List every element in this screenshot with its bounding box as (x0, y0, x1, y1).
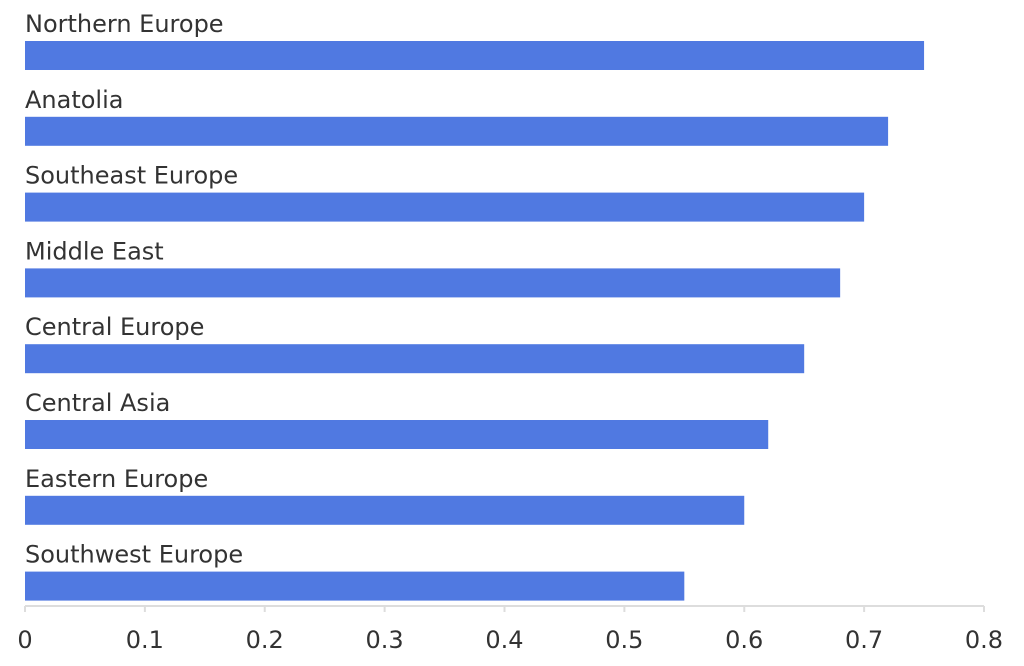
x-tick-label: 0.5 (605, 626, 643, 654)
x-tick-label: 0 (17, 626, 32, 654)
category-label-southeast-europe: Southeast Europe (25, 162, 238, 190)
x-tick-label: 0.6 (725, 626, 763, 654)
category-label-eastern-europe: Eastern Europe (25, 465, 208, 493)
x-tick-label: 0.1 (126, 626, 164, 654)
bar-anatolia (25, 116, 889, 146)
bar-southeast-europe (25, 192, 865, 222)
category-label-central-europe: Central Europe (25, 313, 204, 341)
x-tick-label: 0.4 (485, 626, 523, 654)
bar-central-europe (25, 344, 805, 374)
category-labels: Northern Europe Anatolia Southeast Europe M… (25, 10, 243, 569)
bar-southwest-europe (25, 571, 685, 601)
bar-northern-europe (25, 41, 925, 70)
x-tick-label: 0.3 (366, 626, 404, 654)
bar-middle-east (25, 268, 841, 298)
bar-eastern-europe (25, 495, 745, 525)
category-label-southwest-europe: Southwest Europe (25, 541, 243, 569)
category-label-middle-east: Middle East (25, 237, 164, 265)
bar-central-asia (25, 420, 769, 449)
x-tick-label: 0.8 (965, 626, 1003, 654)
x-axis: 0 0.1 0.2 0.3 0.4 0.5 0.6 0.7 0.8 (17, 605, 1003, 654)
category-label-anatolia: Anatolia (25, 86, 123, 114)
bars-layer (25, 41, 925, 601)
category-label-northern-europe: Northern Europe (25, 10, 224, 38)
x-tick-label: 0.2 (246, 626, 284, 654)
x-tick-label: 0.7 (845, 626, 883, 654)
category-label-central-asia: Central Asia (25, 389, 170, 417)
